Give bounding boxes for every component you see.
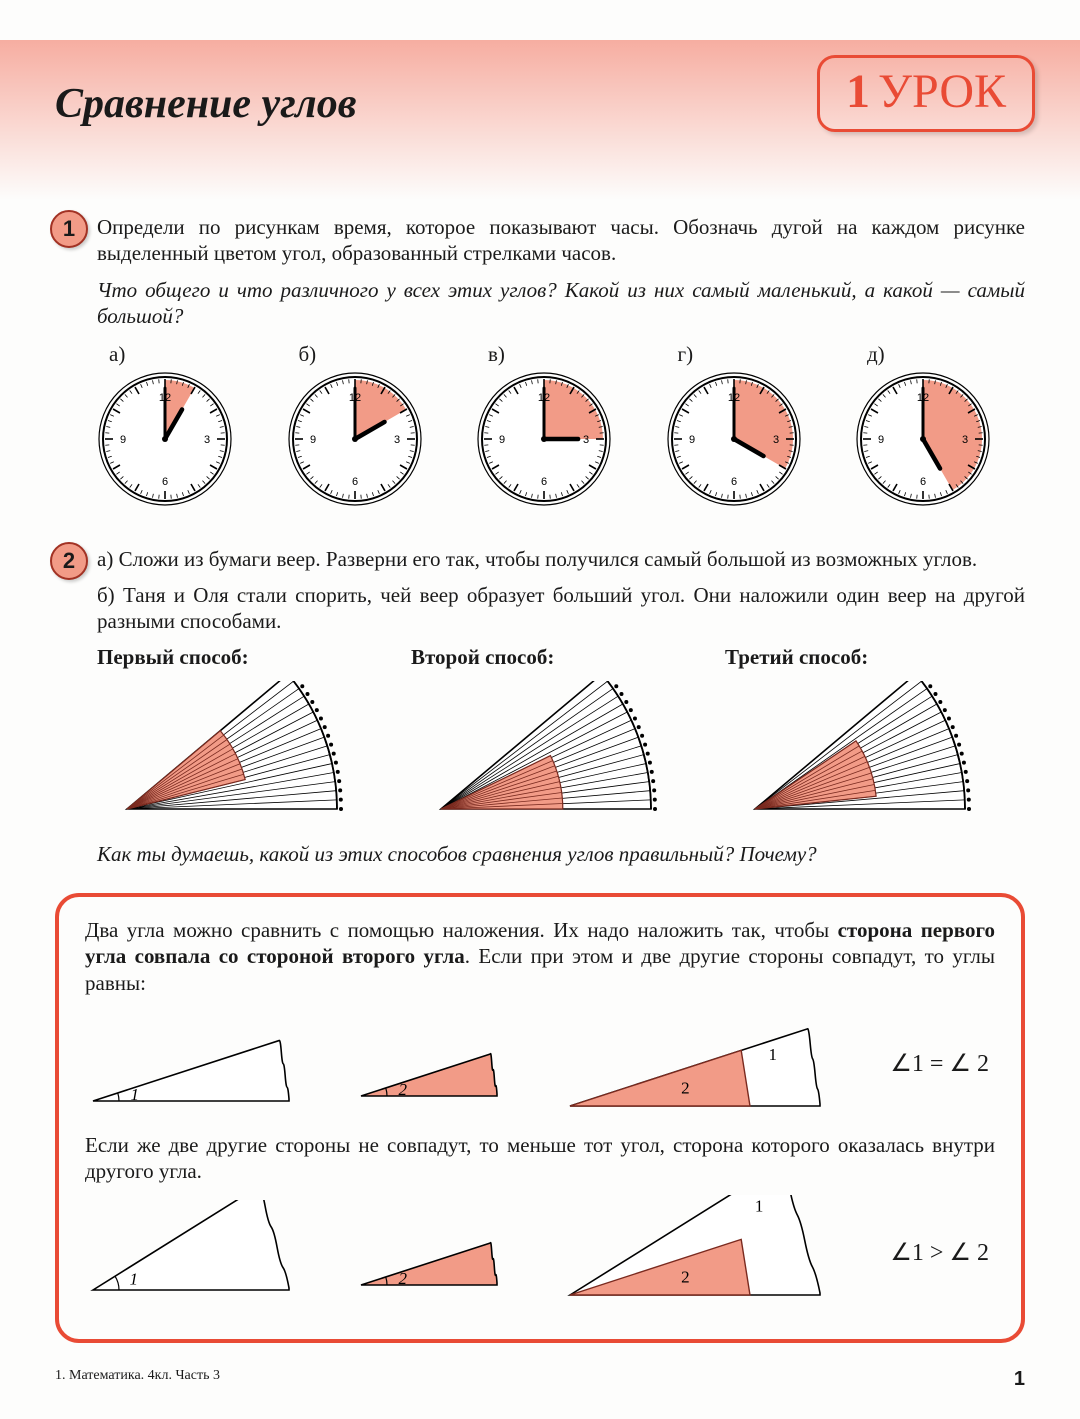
rule-overlay: 1 2 [562,1195,842,1311]
rule-box: Два угла можно сравнить с помощью наложе… [55,893,1025,1343]
rule-angle-2: 2 [353,1016,513,1112]
rule-p1a: Два угла можно сравнить с помощью наложе… [85,918,838,942]
rule-figs-row-1: 1 2 1 2 ∠1 = ∠ 2 [85,1006,995,1122]
fan-method-head: Третий способ: [725,644,1025,670]
svg-text:6: 6 [351,476,357,488]
svg-text:1: 1 [130,1269,139,1288]
page-footer: 1. Математика. 4кл. Часть 3 1 [55,1368,1025,1391]
task-2-text-b: б) Таня и Оля стали спорить, чей веер об… [97,582,1025,635]
fan-column: Первый способ: [97,644,397,827]
rule-overlay: 1 2 [562,1006,842,1122]
task-1-text-2: Что общего и что различного у всех этих … [97,277,1025,330]
page: Сравнение углов 1УРОК 1 Определи по рису… [0,0,1080,1419]
fan-icon [411,681,671,821]
task-number-marker: 2 [50,542,88,580]
svg-text:9: 9 [878,434,884,446]
svg-text:2: 2 [681,1078,690,1097]
angle-shape-icon: 1 [85,1200,305,1300]
page-title: Сравнение углов [55,80,356,128]
header: Сравнение углов 1УРОК [55,40,1025,190]
clock-label: г) [666,341,836,367]
svg-text:2: 2 [399,1269,408,1288]
clock-column: д) 36912 [855,341,1025,522]
svg-text:3: 3 [583,434,589,446]
svg-text:6: 6 [920,476,926,488]
fan-row: Первый способ: Второй способ: Третий спосо… [97,644,1025,827]
svg-text:3: 3 [204,434,210,446]
angle-shape-icon: 1 [85,1011,305,1111]
clock-label: д) [855,341,1025,367]
svg-text:9: 9 [688,434,694,446]
task-1-body: Определи по рисункам время, которое пока… [97,214,1025,522]
svg-text:2: 2 [681,1267,690,1286]
svg-text:6: 6 [730,476,736,488]
lesson-number: 1 [846,65,870,118]
fan-icon [97,681,357,821]
svg-text:3: 3 [393,434,399,446]
rule-p1: Два угла можно сравнить с помощью наложе… [85,917,995,996]
task-2-text-a: а) Сложи из бумаги веер. Разверни его та… [97,546,1025,572]
clock-icon: 36912 [666,371,810,515]
angle-overlay-icon: 1 2 [562,1195,842,1305]
fan-column: Второй способ: [411,644,711,827]
rule-formula: ∠1 > ∠ 2 [890,1238,995,1268]
page-number: 1 [1014,1368,1025,1391]
lesson-badge: 1УРОК [817,55,1035,132]
rule-formula: ∠1 = ∠ 2 [890,1049,995,1079]
svg-text:9: 9 [120,434,126,446]
clock-icon: 36912 [287,371,431,515]
clock-column: а) 36912 [97,341,267,522]
svg-text:3: 3 [772,434,778,446]
clock-column: г) 36912 [666,341,836,522]
angle-shape-icon: 2 [353,1205,513,1295]
angle-overlay-icon: 1 2 [562,1006,842,1116]
clock-icon: 36912 [476,371,620,515]
task-1: 1 Определи по рисункам время, которое по… [55,214,1025,522]
task-1-text-1: Определи по рисункам время, которое пока… [97,214,1025,267]
svg-text:1: 1 [768,1045,777,1064]
svg-text:3: 3 [962,434,968,446]
fan-method-head: Второй способ: [411,644,711,670]
task-2: 2 а) Сложи из бумаги веер. Разверни его … [55,546,1025,868]
svg-text:9: 9 [309,434,315,446]
svg-text:1: 1 [131,1085,140,1104]
rule-p2: Если же две другие стороны не совпадут, … [85,1132,995,1185]
clock-icon: 36912 [855,371,999,515]
rule-figs-row-2: 1 2 1 2 ∠1 > ∠ 2 [85,1195,995,1311]
svg-text:6: 6 [541,476,547,488]
angle-shape-icon: 2 [353,1016,513,1106]
clock-label: а) [97,341,267,367]
fan-method-head: Первый способ: [97,644,397,670]
clock-icon: 36912 [97,371,241,515]
clock-label: в) [476,341,646,367]
fan-column: Третий способ: [725,644,1025,827]
svg-text:6: 6 [162,476,168,488]
lesson-word: УРОК [878,65,1006,118]
task-number-marker: 1 [50,210,88,248]
rule-angle-1: 1 [85,1200,305,1306]
task-2-body: а) Сложи из бумаги веер. Разверни его та… [97,546,1025,868]
svg-text:1: 1 [755,1196,764,1215]
rule-angle-1: 1 [85,1011,305,1117]
task-2-question: Как ты думаешь, какой из этих способов с… [97,841,1025,867]
footer-left: 1. Математика. 4кл. Часть 3 [55,1368,220,1391]
clocks-row: а) 36912 б) 36912 в) 36912 г) 36912 д) 3… [97,341,1025,522]
fan-icon [725,681,985,821]
svg-text:2: 2 [399,1080,408,1099]
clock-column: в) 36912 [476,341,646,522]
svg-text:9: 9 [499,434,505,446]
rule-angle-2: 2 [353,1205,513,1301]
clock-label: б) [287,341,457,367]
clock-column: б) 36912 [287,341,457,522]
